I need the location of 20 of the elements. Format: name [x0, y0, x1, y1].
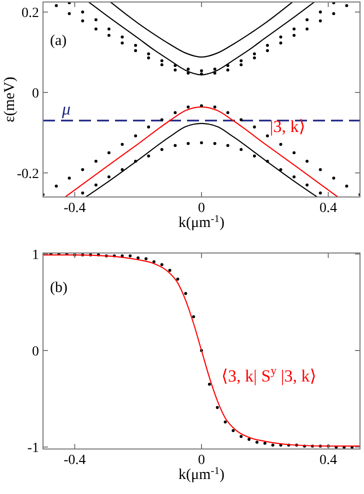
series-label: |3, k⟩ — [270, 116, 306, 136]
y-tick-label: -1 — [27, 441, 39, 456]
y-tick-label: 1 — [32, 248, 39, 263]
x-tick-label: -0.4 — [64, 201, 86, 216]
y-tick-label: -0.2 — [16, 166, 39, 182]
x-tick-label: -0.4 — [64, 453, 86, 468]
annotation: (a) — [50, 32, 67, 49]
x-axis-title: k(μm$^{-1}$) — [178, 466, 224, 483]
x-tick-label: 0 — [198, 201, 205, 216]
y-axis-title: ε(meV) — [2, 76, 18, 122]
ref-line-label: μ — [61, 100, 71, 119]
y-tick-label: 0 — [32, 344, 39, 360]
x-axis-title: k(μm$^{-1}$) — [178, 214, 224, 231]
series-label: ⟨3, k| S$^{y}$ |3, k⟩ — [221, 364, 316, 386]
annotation: (b) — [50, 280, 68, 296]
x-tick-label: 0.4 — [320, 453, 338, 468]
y-tick-label: 0 — [32, 86, 39, 102]
x-tick-label: 0 — [198, 453, 205, 468]
x-tick-label: 0.4 — [320, 201, 338, 216]
y-tick-label: 0.2 — [22, 6, 39, 22]
